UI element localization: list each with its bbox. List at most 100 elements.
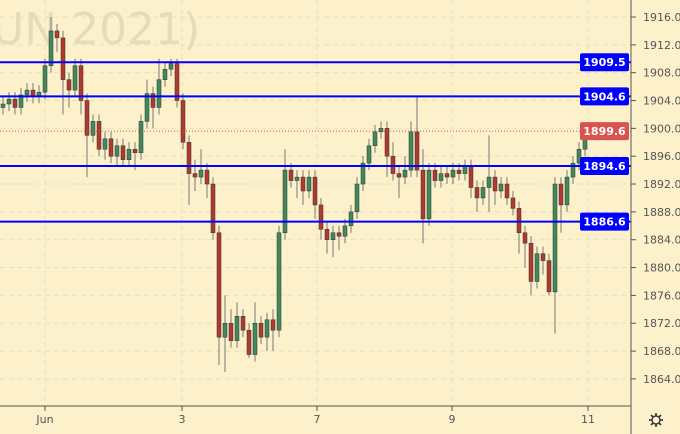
candle-down [210,177,216,240]
candle-body [72,65,78,91]
candle-body [42,65,48,93]
candle-body [522,232,528,244]
candle-body [342,225,348,237]
candle-up [462,159,468,181]
candle-body [228,322,234,341]
candle-body [570,162,576,178]
candle-body [180,100,186,143]
candle-up [372,124,378,153]
candle-body [396,173,402,178]
candle-down [60,30,66,115]
price-axis[interactable]: 1864.0 1868.0 1872.0 1876.0 1880.0 1884.0 1888… [631,11,680,386]
candle-body [504,183,510,199]
candle-body [420,169,426,220]
y-tick-label: 1868.0 [643,345,680,358]
horizontal-levels[interactable] [0,61,631,223]
candle-up [480,180,486,205]
level-labels: 1899.6 1909.5 1904.6 1894.6 1886.6 [580,53,629,231]
candle-up [234,302,240,348]
candle-up [402,156,408,185]
candle-up [18,87,24,115]
candle-body [114,145,120,157]
candle-body [90,121,96,136]
candle-body [336,232,342,237]
level-label: 1886.6 [583,216,626,229]
candle-up [114,138,120,167]
candle-down [216,225,222,365]
candle-up [366,138,372,171]
y-tick-label: 1888.0 [643,206,680,219]
candle-body [456,169,462,174]
x-tick-label: Jun [35,413,53,426]
x-tick-label: 7 [314,413,321,426]
candle-body [528,242,534,282]
candle-down [516,201,522,254]
candle-body [144,93,150,122]
candle-body [348,211,354,227]
candle-up [126,142,132,167]
candle-body [132,148,138,153]
candle-body [390,155,396,174]
candle-up [282,149,288,240]
candle-body [384,128,390,157]
x-tick-label: 11 [581,413,595,426]
last-price-label: 1899.6 [583,125,626,138]
candle-down [312,170,318,219]
candle-body [354,183,360,213]
level-badge [580,53,629,72]
candles [0,17,588,372]
candle-body [168,63,174,70]
candle-down [396,166,402,198]
candle-down [180,93,186,150]
candle-up [0,97,6,115]
candle-body [216,232,222,338]
candle-body [0,103,6,108]
candle-body [66,79,72,91]
candle-down [246,323,252,359]
candle-up [90,114,96,143]
candle-body [108,138,114,157]
y-tick-label: 1912.0 [643,39,680,52]
candle-body [444,173,450,178]
candle-down [414,97,420,178]
candle-body [126,148,132,160]
candle-body [258,322,264,338]
candle-body [84,100,90,136]
candle-body [102,138,108,150]
level-badge [580,87,629,106]
candle-down [174,58,180,108]
level-label: 1894.6 [583,160,626,173]
last-price-badge [580,122,629,141]
gear-icon[interactable] [649,413,663,427]
candle-down [324,222,330,254]
candle-body [264,319,270,338]
candle-down [288,163,294,188]
candle-body [366,145,372,164]
candle-body [186,142,192,174]
candle-body [294,176,300,181]
candle-body [204,169,210,185]
candle-body [156,79,162,108]
candle-body [480,187,486,199]
y-tick-label: 1864.0 [643,373,680,386]
candle-up [408,121,414,178]
candle-body [222,322,228,338]
candle-body [402,169,408,178]
candle-up [72,58,78,98]
candle-up [162,62,168,87]
level-label: 1909.5 [583,56,625,69]
candle-down [444,166,450,185]
candle-body [558,183,564,206]
candle-down [336,225,342,251]
candle-body [240,316,246,331]
candle-body [576,148,582,164]
candle-up [144,79,150,129]
candle-down [492,170,498,205]
candle-body [312,176,318,206]
candle-down [54,23,60,52]
candle-body [12,98,18,108]
candle-down [84,93,90,178]
candle-body [192,173,198,178]
time-axis[interactable]: Jun 3 7 9 11 [35,406,595,426]
